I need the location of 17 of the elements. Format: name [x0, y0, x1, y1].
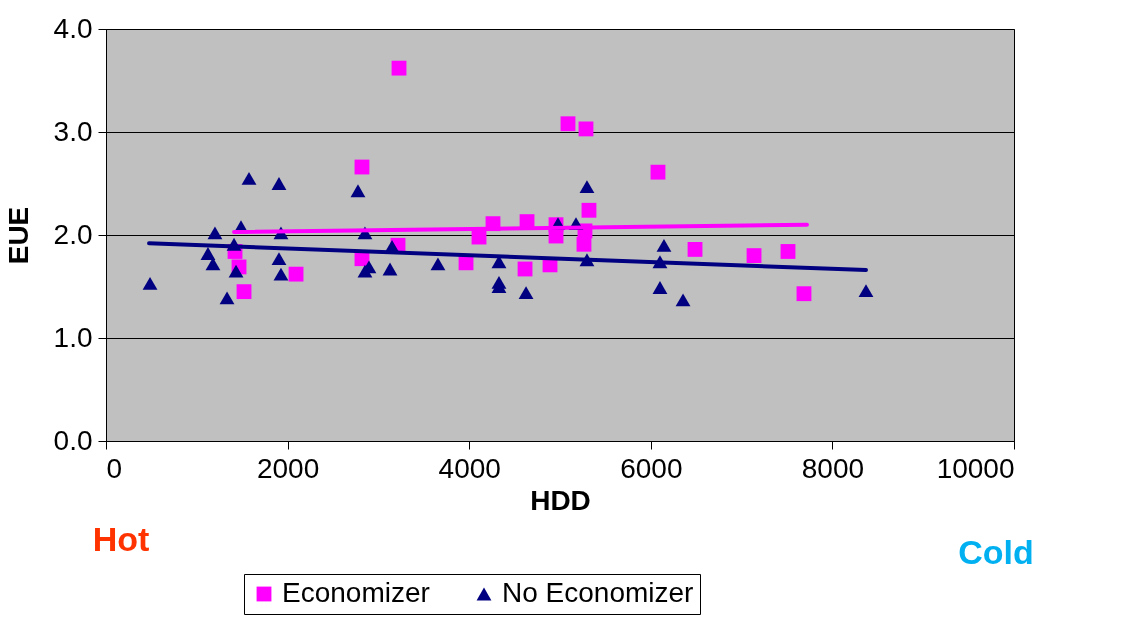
y-tick-label: 3.0 [53, 115, 93, 147]
legend-label: No Economizer [502, 577, 694, 608]
x-axis-title: HDD [530, 484, 591, 516]
text: Cold [958, 533, 1034, 571]
y-tick-label: 0.0 [53, 424, 93, 456]
x-tick-label: 2000 [256, 452, 320, 484]
x-tick-label: 10000 [936, 452, 1015, 484]
x-tick-label: 4000 [438, 452, 501, 484]
x-tick-label: 8000 [801, 452, 865, 484]
y-tick-label: 1.0 [53, 321, 93, 353]
legend-label: Economizer [282, 577, 430, 608]
text: Hot [92, 520, 150, 558]
y-tick-label: 2.0 [53, 218, 93, 250]
x-tick-label: 6000 [620, 452, 683, 484]
y-tick-label: 4.0 [53, 12, 93, 44]
x-tick-label: 0 [106, 452, 123, 484]
y-axis-title: EUE [2, 206, 34, 265]
